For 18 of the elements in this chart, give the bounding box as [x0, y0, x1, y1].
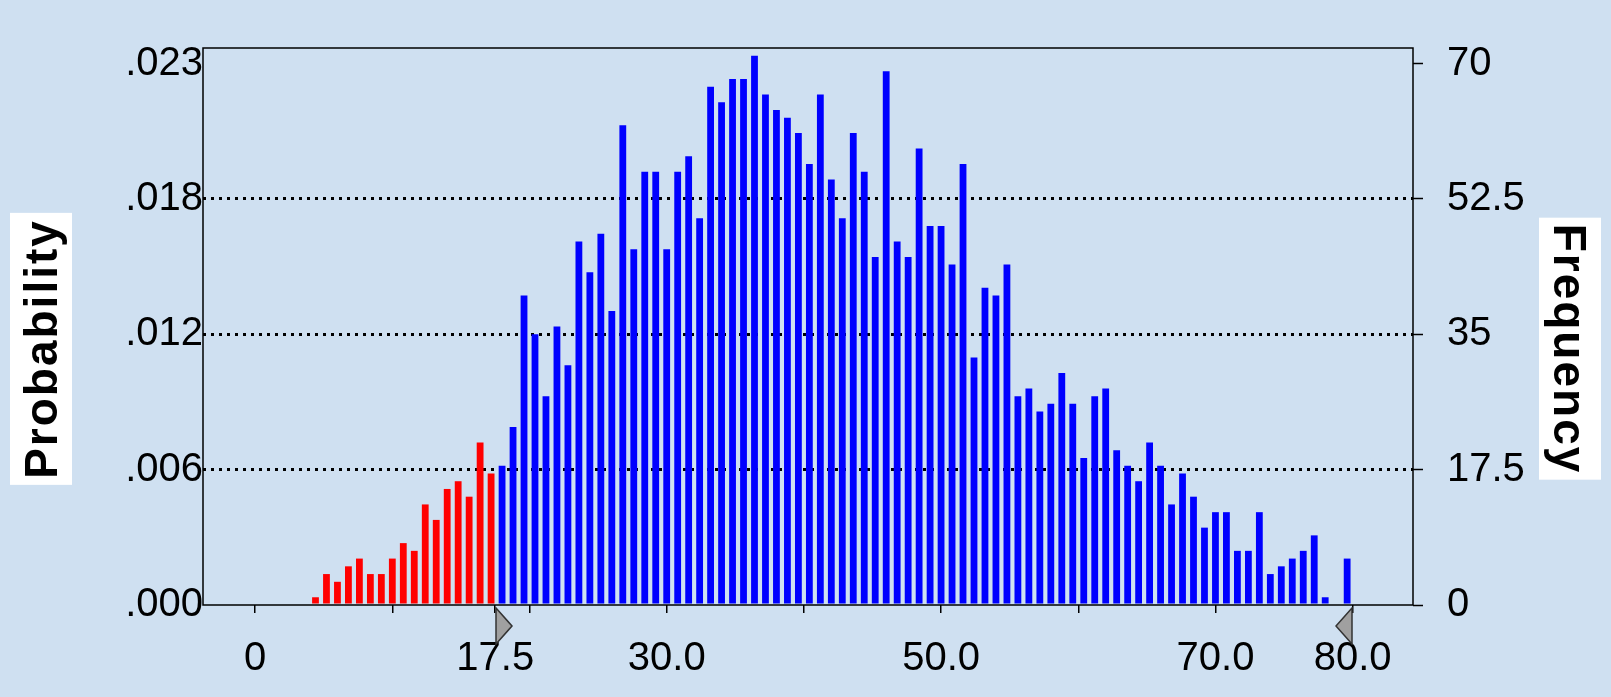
y-tick-label: .006: [125, 444, 203, 489]
y2-tick-label: 52.5: [1447, 173, 1525, 218]
x-tick-label: 70.0: [1176, 634, 1255, 679]
x-tick-label: 80.0: [1313, 634, 1392, 679]
y-tick-label: .023: [125, 38, 203, 83]
y-tick-label: .018: [125, 173, 203, 218]
x-tick-label: 50.0: [902, 634, 980, 679]
y2-tick-label: 70: [1447, 38, 1492, 83]
y-tick-label: .012: [125, 309, 203, 354]
x-tick-label: 0: [244, 634, 267, 679]
y2-tick-label: 35: [1447, 309, 1492, 354]
x-tick-label: 17.5: [456, 634, 535, 679]
y2-tick-label: 17.5: [1447, 444, 1525, 489]
y-axis-title: Probability: [10, 212, 72, 485]
y-tick-label: .000: [125, 580, 203, 625]
x-tick-label: 30.0: [627, 634, 706, 679]
y2-axis-title: Frequency: [1539, 217, 1601, 480]
y2-tick-label: 0: [1447, 580, 1470, 625]
